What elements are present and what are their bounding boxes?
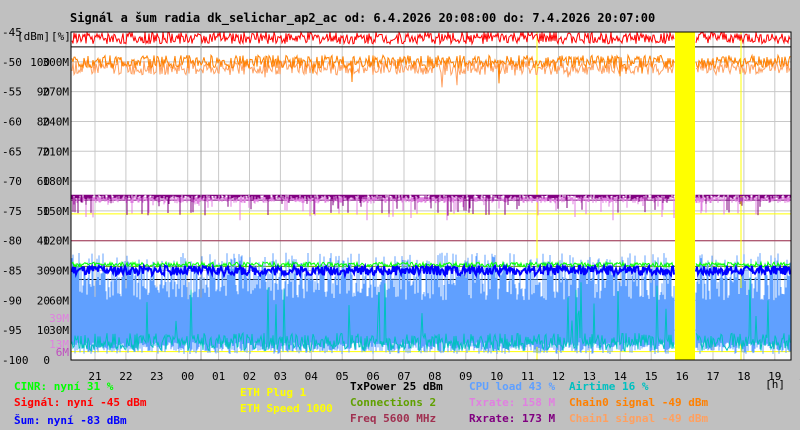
y-rate-tick: 60M bbox=[49, 294, 69, 307]
series-cpu-load bbox=[71, 252, 791, 354]
legend-rxrate: Rxrate: 173 M bbox=[469, 412, 556, 425]
x-tick: 10 bbox=[490, 370, 503, 383]
y-rate-tick: 150M bbox=[43, 205, 70, 218]
y-pct-tick: 30 bbox=[37, 265, 50, 278]
y-dbm-tick: -75 bbox=[2, 205, 22, 218]
x-tick: 21 bbox=[88, 370, 101, 383]
legend-signal: Signál: nyní -45 dBm bbox=[14, 396, 147, 409]
y-rate-tick: 30M bbox=[49, 324, 69, 337]
x-tick: 19 bbox=[768, 370, 781, 383]
y-dbm-tick: -95 bbox=[2, 324, 22, 337]
y-rate-tick: 180M bbox=[43, 175, 70, 188]
y-unit-dbm: [dBm] bbox=[17, 30, 50, 43]
y-rate-tick: 120M bbox=[43, 235, 70, 248]
series-signal bbox=[71, 30, 791, 46]
legend-airtime: Airtime 16 % bbox=[569, 380, 649, 393]
x-tick: 04 bbox=[305, 370, 319, 383]
y-dbm-tick: -50 bbox=[2, 56, 22, 69]
x-tick: 08 bbox=[428, 370, 441, 383]
x-tick: 12 bbox=[552, 370, 565, 383]
legend-cpu: CPU load 43 % bbox=[469, 380, 556, 393]
y-dbm-tick: -60 bbox=[2, 115, 22, 128]
x-unit-label: [h] bbox=[765, 378, 785, 391]
x-tick: 01 bbox=[212, 370, 225, 383]
y-dbm-tick: -65 bbox=[2, 145, 22, 158]
legend-txpower: TxPower 25 dBm bbox=[350, 380, 443, 393]
y-pct-tick: 10 bbox=[37, 324, 50, 337]
y-pct-tick: 90 bbox=[37, 86, 50, 99]
y-dbm-tick: -45 bbox=[2, 26, 22, 39]
y-unit-pct: [%] bbox=[51, 30, 71, 43]
y-pct-tick: 60 bbox=[37, 175, 50, 188]
x-tick: 14 bbox=[614, 370, 628, 383]
series-noise bbox=[71, 262, 791, 279]
legend-connections: Connections 2 bbox=[350, 396, 437, 409]
series-rxrate bbox=[71, 194, 791, 216]
series-airtime bbox=[71, 277, 791, 353]
x-tick: 03 bbox=[274, 370, 287, 383]
legend-freq: Freq 5600 MHz bbox=[350, 412, 437, 425]
y-rate-tick: 300M bbox=[43, 56, 70, 69]
legend-txrate: Txrate: 158 M bbox=[469, 396, 556, 409]
y-rate-colored-tick: 39M bbox=[49, 312, 69, 325]
x-tick: 16 bbox=[675, 370, 688, 383]
x-tick: 17 bbox=[706, 370, 719, 383]
y-pct-tick: 100 bbox=[30, 56, 50, 69]
y-dbm-tick: -70 bbox=[2, 175, 22, 188]
x-tick: 13 bbox=[583, 370, 596, 383]
plot-border bbox=[70, 31, 792, 361]
y-dbm-tick: -85 bbox=[2, 265, 22, 278]
legend-chain0: Chain0 signal -49 dBm bbox=[569, 396, 709, 409]
y-rate-tick: 90M bbox=[49, 265, 69, 278]
x-tick: 11 bbox=[521, 370, 534, 383]
x-tick: 15 bbox=[645, 370, 658, 383]
y-dbm-tick: -80 bbox=[2, 235, 22, 248]
y-rate-tick: 210M bbox=[43, 145, 70, 158]
x-tick: 09 bbox=[459, 370, 472, 383]
legend-cinr: CINR: nyní 31 % bbox=[14, 380, 114, 393]
series-chain0 bbox=[71, 53, 791, 84]
y-pct-tick: 70 bbox=[37, 145, 50, 158]
y-rate-colored-tick: 13M bbox=[49, 338, 69, 351]
y-pct-tick: 20 bbox=[37, 294, 50, 307]
legend-eth-speed: ETH Speed 1000 bbox=[240, 402, 333, 415]
outage-band bbox=[675, 32, 695, 360]
x-tick: 05 bbox=[336, 370, 349, 383]
x-tick: 02 bbox=[243, 370, 256, 383]
y-pct-tick: 50 bbox=[37, 205, 50, 218]
y-rate-tick: 270M bbox=[43, 86, 70, 99]
y-pct-tick: 80 bbox=[37, 115, 50, 128]
y-dbm-tick: -90 bbox=[2, 294, 22, 307]
y-rate-tick: 240M bbox=[43, 115, 70, 128]
y-pct-tick: 0 bbox=[43, 354, 50, 367]
x-tick: 06 bbox=[366, 370, 379, 383]
chart-title: Signál a šum radia dk_selichar_ap2_ac od… bbox=[70, 11, 655, 26]
legend-noise: Šum: nyní -83 dBm bbox=[14, 414, 127, 427]
y-rate-colored-tick: 6M bbox=[56, 346, 70, 359]
y-dbm-tick: -100 bbox=[2, 354, 29, 367]
x-tick: 07 bbox=[397, 370, 410, 383]
y-dbm-tick: -55 bbox=[2, 86, 22, 99]
legend-eth-plug: ETH Plug 1 bbox=[240, 386, 307, 399]
x-tick: 22 bbox=[119, 370, 132, 383]
x-tick: 00 bbox=[181, 370, 194, 383]
x-tick: 18 bbox=[737, 370, 750, 383]
y-pct-tick: 40 bbox=[37, 235, 50, 248]
series-cinr bbox=[71, 260, 791, 269]
legend-chain1: Chain1 signal -49 dBm bbox=[569, 412, 709, 425]
x-tick: 23 bbox=[150, 370, 163, 383]
